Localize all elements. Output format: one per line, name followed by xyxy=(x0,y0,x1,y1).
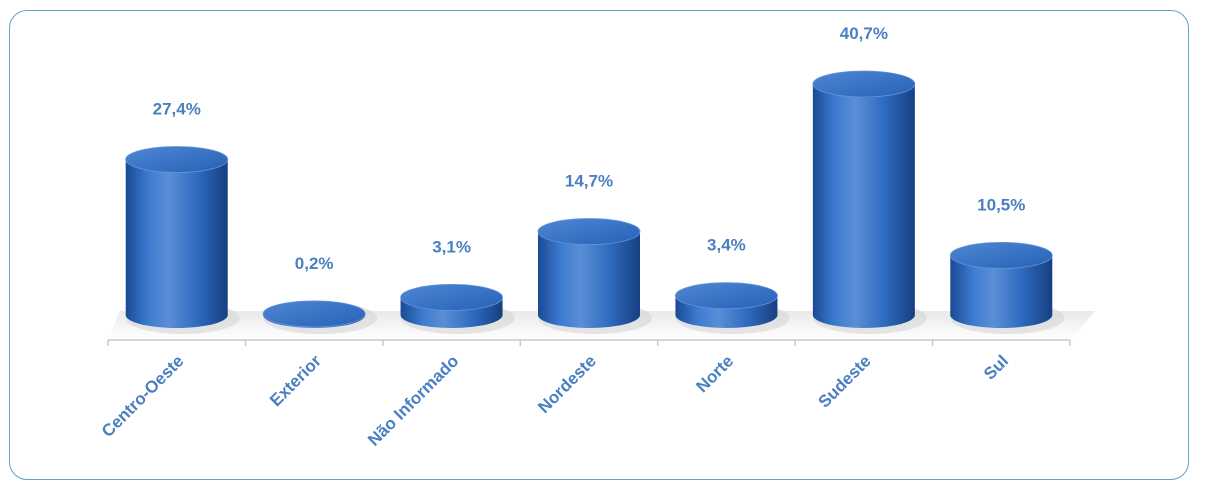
x-axis xyxy=(107,339,1071,346)
category-label: Sudeste xyxy=(814,351,874,411)
category-label: Sul xyxy=(980,351,1012,383)
bars xyxy=(125,70,1065,334)
data-label: 10,5% xyxy=(977,195,1025,214)
category-label: Centro-Oeste xyxy=(98,351,188,441)
bar-top xyxy=(949,242,1053,269)
data-labels: 27,4% 0,2% 3,1% 14,7% 3,4% 40,7% 10,5% xyxy=(153,24,1026,273)
bar-sul xyxy=(949,242,1065,334)
category-label: Não Informado xyxy=(364,351,462,449)
category-label: Norte xyxy=(692,351,737,396)
bar-centro-oeste xyxy=(125,146,240,334)
data-label: 40,7% xyxy=(840,24,888,43)
bar-nordeste xyxy=(537,218,652,334)
bar-body xyxy=(950,255,1053,329)
bar-top xyxy=(537,218,641,245)
bar-body xyxy=(125,159,228,328)
category-label: Exterior xyxy=(266,351,325,410)
bar-top xyxy=(125,146,229,173)
data-label: 3,4% xyxy=(707,236,746,255)
category-label: Nordeste xyxy=(534,351,600,417)
bar-body xyxy=(675,295,778,328)
data-label: 3,1% xyxy=(432,237,471,256)
bar-sudeste xyxy=(812,70,927,334)
bar-top xyxy=(400,284,503,311)
bar-top xyxy=(262,300,366,328)
bar-body xyxy=(400,297,503,328)
bar-top xyxy=(675,282,778,310)
data-label: 0,2% xyxy=(295,254,334,273)
category-labels: Centro-Oeste Exterior Não Informado Nordest… xyxy=(98,351,1012,450)
bar-top xyxy=(812,70,916,98)
bar-n-o-informado xyxy=(400,284,515,334)
data-label: 27,4% xyxy=(153,99,201,118)
bar-body xyxy=(812,84,915,328)
bar-body xyxy=(538,231,640,328)
bar-norte xyxy=(675,282,790,334)
bar-exterior xyxy=(262,300,378,334)
data-label: 14,7% xyxy=(565,172,613,191)
